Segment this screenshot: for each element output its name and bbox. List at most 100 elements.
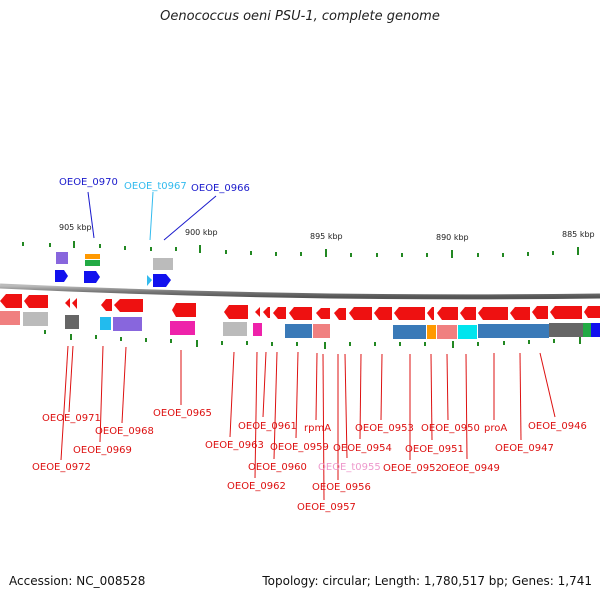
callout-line	[87, 191, 95, 239]
scale-tick	[196, 340, 198, 347]
gene-arrow-reverse	[65, 298, 70, 308]
category-block-magenta	[170, 321, 195, 335]
gene-arrow-reverse	[349, 307, 372, 320]
gene-arrow-reverse	[72, 298, 77, 309]
gene-label-OEOE_0970[interactable]: OEOE_0970	[59, 177, 118, 188]
gene-label-OEOE_0966[interactable]: OEOE_0966	[191, 183, 250, 194]
category-block-green	[583, 323, 591, 337]
gene-arrow-reverse	[334, 308, 346, 320]
gene-label-OEOE_0952[interactable]: OEOE_0952	[383, 463, 442, 474]
callout-line	[465, 353, 468, 460]
gene-arrow-forward	[153, 274, 171, 287]
gene-label-OEOE_0959[interactable]: OEOE_0959	[270, 442, 329, 453]
scale-tick	[477, 342, 479, 346]
scale-tick	[528, 340, 530, 344]
gene-label-rpmA[interactable]: rpmA	[304, 423, 331, 434]
gene-arrow-reverse	[460, 307, 476, 320]
scale-label-885kbp: 885 kbp	[562, 230, 595, 239]
gene-label-OEOE_0960[interactable]: OEOE_0960	[248, 462, 307, 473]
accession-label: Accession: NC_008528	[9, 574, 146, 588]
scale-tick	[477, 253, 479, 257]
category-block-cyan	[100, 317, 111, 330]
scale-tick	[527, 252, 529, 256]
scale-tick	[401, 253, 403, 257]
gene-block-green	[85, 260, 100, 266]
scale-tick	[225, 250, 227, 254]
gene-label-OEOE_0950[interactable]: OEOE_0950	[421, 423, 480, 434]
callout-line	[68, 345, 74, 413]
gene-label-OEOE_0968[interactable]: OEOE_0968	[95, 426, 154, 437]
gene-label-OEOE_0965[interactable]: OEOE_0965	[153, 408, 212, 419]
scale-tick	[120, 337, 122, 341]
gene-label-OEOE_0954[interactable]: OEOE_0954	[333, 443, 392, 454]
gene-label-OEOE_0953[interactable]: OEOE_0953	[355, 423, 414, 434]
callout-line	[322, 353, 325, 501]
category-block-blue	[591, 323, 600, 337]
scale-label-900kbp: 900 kbp	[185, 228, 218, 237]
gene-label-proA[interactable]: proA	[484, 423, 507, 434]
gene-arrow-reverse	[0, 294, 22, 308]
bottom-gene-labels: OEOE_0971 OEOE_0972 OEOE_0968 OEOE_0969 …	[32, 408, 587, 513]
scale-tick	[70, 334, 72, 340]
gene-label-OEOE_0972[interactable]: OEOE_0972	[32, 462, 91, 473]
gene-arrow-reverse	[394, 307, 425, 320]
gene-arrow-reverse	[263, 307, 270, 318]
scale-tick	[99, 244, 101, 248]
scale-tick	[349, 342, 351, 346]
scale-tick	[325, 249, 327, 257]
gene-arrow-reverse	[437, 307, 458, 320]
callout-line	[359, 353, 362, 440]
gene-label-OEOE_0969[interactable]: OEOE_0969	[73, 445, 132, 456]
category-block-darkgray	[65, 315, 79, 329]
gene-arrow-reverse	[584, 306, 600, 318]
functional-category-blocks	[0, 311, 600, 339]
gene-label-OEOE_0962[interactable]: OEOE_0962	[227, 481, 286, 492]
scale-tick	[275, 252, 277, 256]
scale-tick	[502, 253, 504, 257]
gene-label-OEOE_0961[interactable]: OEOE_0961	[238, 421, 297, 432]
gene-arrow-reverse	[289, 307, 312, 320]
scale-label-890kbp: 890 kbp	[436, 233, 469, 242]
callout-line	[254, 351, 258, 479]
scale-label-895kbp: 895 kbp	[310, 232, 343, 241]
gene-arrow-reverse	[550, 306, 582, 319]
gene-arrow-reverse	[374, 307, 392, 320]
scale-tick	[376, 253, 378, 257]
gene-label-OEOE_0951[interactable]: OEOE_0951	[405, 444, 464, 455]
scale-tick	[452, 341, 454, 348]
gene-label-OEOE_0947[interactable]: OEOE_0947	[495, 443, 554, 454]
category-block-salmon	[437, 325, 457, 339]
scale-tick	[553, 339, 555, 343]
scale-tick	[199, 245, 201, 253]
scale-tick	[426, 253, 428, 257]
category-block-gray	[223, 322, 247, 336]
scale-tick	[451, 250, 453, 258]
gene-label-OEOE_0956[interactable]: OEOE_0956	[312, 482, 371, 493]
scale-tick	[324, 342, 326, 349]
scale-tick	[552, 251, 554, 255]
callout-line	[273, 351, 278, 460]
bottom-callout-lines	[60, 345, 556, 501]
scale-tick	[49, 243, 51, 247]
gene-label-OEOE_0957[interactable]: OEOE_0957	[297, 502, 356, 513]
callout-line	[380, 353, 383, 421]
gene-label-OEOE_t0955[interactable]: OEOE_t0955	[318, 462, 381, 473]
gene-arrow-reverse	[478, 307, 508, 320]
gene-label-OEOE_t0967[interactable]: OEOE_t0967	[124, 181, 187, 192]
scale-tick	[271, 342, 273, 346]
gene-label-OEOE_0971[interactable]: OEOE_0971	[42, 413, 101, 424]
scale-tick	[399, 342, 401, 346]
scale-tick	[22, 242, 24, 246]
gene-label-OEOE_0946[interactable]: OEOE_0946	[528, 421, 587, 432]
scale-tick	[73, 241, 75, 248]
gene-label-OEOE_0949[interactable]: OEOE_0949	[441, 463, 500, 474]
scale-tick	[150, 247, 152, 251]
genome-summary: Topology: circular; Length: 1,780,517 bp…	[262, 574, 592, 588]
category-block-gray	[23, 312, 48, 326]
scale-tick	[503, 341, 505, 345]
gene-label-OEOE_0963[interactable]: OEOE_0963	[205, 440, 264, 451]
scale-label-905kbp: 905 kbp	[59, 223, 92, 232]
category-block-cyan	[458, 325, 477, 339]
